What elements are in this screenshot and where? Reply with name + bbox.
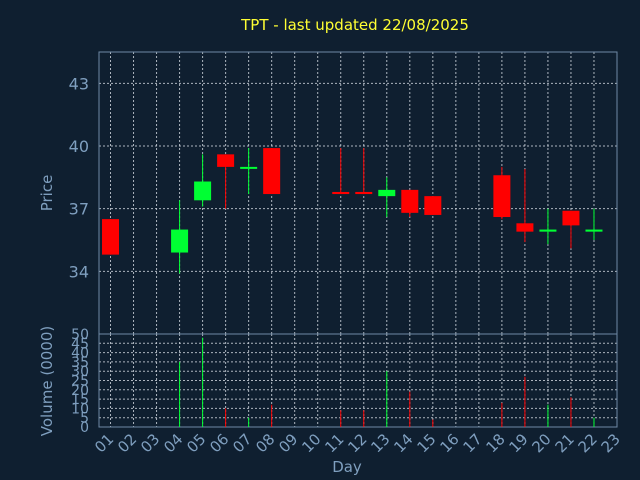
price-tick-label-43: 43 (69, 74, 89, 93)
candle-body-day-11 (332, 191, 350, 195)
candle-body-day-7 (240, 166, 258, 169)
price-tick-label-34: 34 (69, 262, 89, 281)
candle-body-day-19 (516, 223, 534, 232)
price-tick-label-40: 40 (69, 137, 89, 156)
volume-tick-label-50: 50 (71, 327, 89, 343)
candle-body-day-12 (355, 191, 373, 195)
chart-title: TPT - last updated 22/08/2025 (240, 16, 469, 34)
price-axis-label: Price (38, 175, 56, 212)
volume-tick-label-0: 0 (80, 420, 89, 436)
candle-body-day-18 (493, 175, 511, 218)
x-axis-label: Day (332, 458, 362, 476)
volume-tick-label-40: 40 (71, 346, 89, 362)
candle-body-day-21 (562, 210, 580, 226)
volume-tick-label-5: 5 (80, 411, 89, 427)
volume-tick-label-25: 25 (71, 374, 89, 390)
candle-body-day-6 (217, 154, 235, 167)
candle-body-day-22 (585, 229, 603, 232)
volume-tick-label-35: 35 (71, 355, 89, 371)
price-tick-label-37: 37 (69, 200, 89, 219)
candle-body-day-13 (378, 189, 396, 197)
volume-tick-label-20: 20 (71, 383, 89, 399)
candle-body-day-15 (424, 196, 442, 215)
candle-body-day-5 (194, 181, 212, 201)
volume-tick-label-45: 45 (71, 336, 89, 352)
x-tick-label-23: 23 (598, 430, 624, 456)
candle-body-day-4 (171, 229, 189, 253)
volume-axis-label: Volume (0000) (38, 326, 56, 436)
volume-panel-frame (98, 333, 618, 428)
volume-tick-label-10: 10 (71, 401, 89, 417)
candle-body-day-14 (401, 189, 419, 213)
candle-body-day-20 (539, 229, 557, 232)
volume-tick-label-30: 30 (71, 364, 89, 380)
candle-body-day-1 (102, 219, 120, 255)
volume-tick-label-15: 15 (71, 392, 89, 408)
candle-body-day-8 (263, 148, 281, 195)
